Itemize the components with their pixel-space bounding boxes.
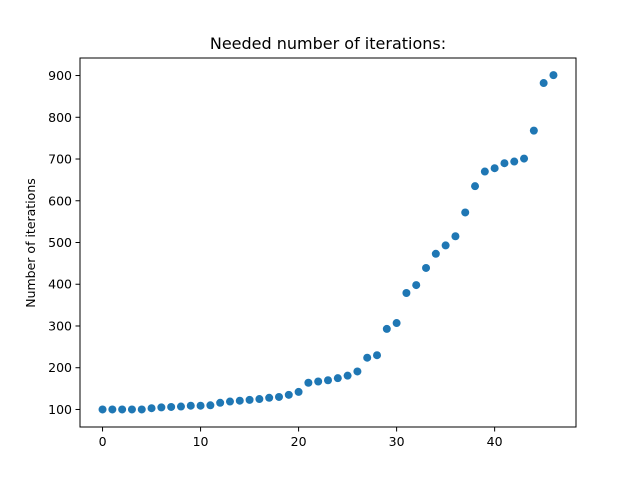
data-point [402,289,411,298]
data-point [539,79,548,88]
data-point [255,395,264,404]
data-point [274,392,283,401]
data-point [431,249,440,258]
data-point [373,351,382,360]
data-point [235,396,244,405]
x-tick-label: 0 [99,434,107,449]
data-point [294,387,303,396]
data-point [324,376,332,385]
data-point [520,154,529,163]
x-tick-label: 30 [389,434,405,449]
y-tick-label: 900 [48,68,72,83]
axis-ticks: 0 10 20 30 40 100 200 300 400 500 600 700 800 900 [48,68,502,449]
data-point [529,126,538,135]
data-point [363,353,372,362]
data-point [186,401,195,410]
y-tick-label: 700 [48,152,72,167]
data-point [118,405,127,414]
data-point [176,402,185,411]
data-point [225,397,234,406]
data-point [382,324,391,333]
data-point [510,157,519,166]
data-point [127,405,136,414]
data-point [480,167,489,176]
data-point [353,367,362,376]
data-point [196,401,205,410]
data-point [471,182,480,191]
data-point [137,405,146,414]
data-points [98,71,558,414]
data-point [422,263,431,272]
y-tick-label: 500 [48,235,72,250]
x-tick-label: 20 [291,434,307,449]
data-point [441,241,450,250]
y-tick-label: 800 [48,110,72,125]
y-axis-label: Number of iterations [23,178,38,308]
data-point [216,398,225,407]
chart-title: Needed number of iterations: [210,34,446,53]
data-point [451,232,460,241]
y-tick-label: 100 [48,402,72,417]
data-point [461,208,470,217]
data-point [333,374,342,383]
data-point [284,390,293,399]
data-point [314,377,323,386]
y-tick-label: 200 [48,360,72,375]
data-point [157,403,166,412]
data-point [392,319,401,328]
data-point [304,378,313,387]
data-point [500,159,509,168]
x-tick-label: 10 [193,434,209,449]
data-point [167,402,176,411]
data-point [98,405,107,414]
y-tick-label: 600 [48,193,72,208]
data-point [490,164,499,173]
data-point [412,281,421,290]
x-tick-label: 40 [487,434,503,449]
data-point [108,405,117,414]
data-point [245,395,254,404]
y-tick-label: 300 [48,318,72,333]
data-point [265,393,274,402]
data-point [549,71,558,80]
y-tick-label: 400 [48,277,72,292]
data-point [147,404,156,413]
plot-frame [79,57,577,428]
data-point [343,371,352,380]
data-point [206,401,215,410]
